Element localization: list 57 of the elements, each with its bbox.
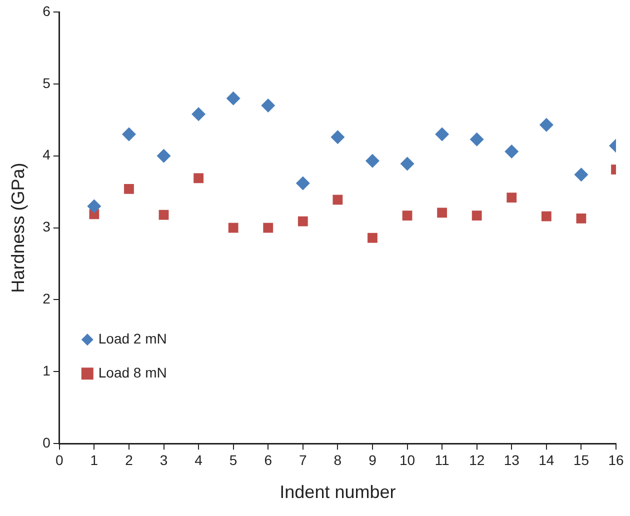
x-tick-label: 10 bbox=[399, 452, 416, 468]
point bbox=[124, 184, 134, 194]
point bbox=[437, 208, 448, 218]
point bbox=[576, 214, 586, 224]
point bbox=[158, 210, 169, 220]
x-tick-label: 7 bbox=[299, 452, 308, 468]
point bbox=[330, 130, 345, 144]
point bbox=[332, 194, 343, 205]
point bbox=[506, 192, 517, 203]
point bbox=[194, 173, 204, 184]
point bbox=[156, 148, 171, 163]
point bbox=[298, 216, 308, 226]
legend-label: Load 8 mN bbox=[98, 364, 167, 380]
point bbox=[400, 156, 414, 171]
point bbox=[261, 98, 276, 113]
point bbox=[365, 154, 380, 168]
x-tick-label: 9 bbox=[368, 452, 377, 468]
y-tick-label: 2 bbox=[42, 290, 51, 307]
x-tick-label: 3 bbox=[160, 452, 168, 468]
point bbox=[402, 210, 412, 221]
point bbox=[435, 127, 450, 142]
point bbox=[539, 118, 554, 132]
point bbox=[470, 132, 484, 146]
x-tick-label: 1 bbox=[90, 452, 98, 468]
y-tick-label: 0 bbox=[42, 434, 51, 450]
point bbox=[296, 176, 310, 190]
x-tick-label: 6 bbox=[264, 452, 272, 468]
point bbox=[541, 211, 552, 222]
point bbox=[472, 210, 482, 221]
point bbox=[504, 144, 519, 159]
point bbox=[368, 232, 378, 243]
point bbox=[574, 168, 588, 182]
x-axis-title: Indent number bbox=[280, 482, 396, 502]
point bbox=[263, 222, 274, 233]
x-tick-label: 5 bbox=[229, 452, 238, 468]
point bbox=[226, 91, 240, 106]
y-tick-label: 4 bbox=[42, 146, 51, 163]
point bbox=[192, 107, 206, 122]
x-tick-label: 8 bbox=[334, 452, 342, 468]
y-tick-label: 1 bbox=[42, 362, 51, 379]
legend-label: Load 2 mN bbox=[98, 330, 167, 346]
x-tick-label: 16 bbox=[608, 452, 624, 468]
x-tick-label: 0 bbox=[55, 452, 64, 468]
y-tick-label: 6 bbox=[42, 2, 51, 19]
point bbox=[228, 222, 238, 233]
x-tick-label: 14 bbox=[538, 452, 554, 468]
point bbox=[87, 199, 102, 214]
point bbox=[122, 127, 136, 142]
x-tick-label: 2 bbox=[125, 452, 134, 468]
y-tick-label: 5 bbox=[42, 74, 51, 91]
y-tick-label: 3 bbox=[42, 218, 51, 235]
x-tick-label: 4 bbox=[194, 452, 203, 468]
x-tick-label: 13 bbox=[504, 452, 520, 468]
x-tick-label: 15 bbox=[573, 452, 590, 468]
y-axis-title: Hardness (GPa) bbox=[8, 162, 28, 293]
x-tick-label: 11 bbox=[434, 452, 450, 468]
x-tick-label: 12 bbox=[469, 452, 485, 468]
